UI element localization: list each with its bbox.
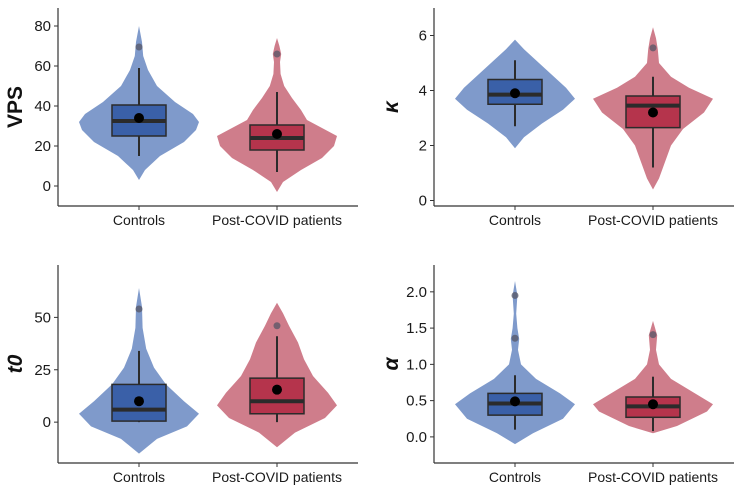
x-tick-label: Controls <box>113 469 165 485</box>
mean-point <box>510 396 520 407</box>
y-tick-label: 0 <box>43 178 51 195</box>
mean-point <box>510 88 520 99</box>
y-tick-label: 50 <box>34 309 51 326</box>
y-tick-label: 1.0 <box>406 356 427 373</box>
y-tick-label: 0.0 <box>406 429 427 446</box>
y-axis-title: VPS <box>4 86 27 128</box>
outlier-point <box>649 331 657 339</box>
box <box>111 383 167 422</box>
mean-point <box>272 129 282 139</box>
outlier-point <box>273 50 281 58</box>
mean-point <box>648 107 658 118</box>
x-tick-label: Post-COVID patients <box>588 469 718 485</box>
x-tick-label: Post-COVID patients <box>212 212 342 228</box>
y-tick-label: 0.5 <box>406 393 427 410</box>
y-tick-label: 2 <box>419 138 427 155</box>
violin-controls <box>455 280 575 445</box>
y-axis-title: t0 <box>4 354 27 373</box>
y-tick-label: 40 <box>34 98 51 115</box>
outlier-point <box>649 44 657 52</box>
outlier-point <box>135 305 143 313</box>
x-tick-label: Controls <box>489 212 541 228</box>
y-tick-label: 25 <box>34 362 51 379</box>
outlier-point <box>511 291 519 299</box>
y-tick-label: 0 <box>43 414 51 431</box>
y-tick-label: 80 <box>34 18 51 35</box>
x-tick-label: Controls <box>489 469 541 485</box>
panel-0: 0 20 40 60 80 VPS Controls Post-COVID patients <box>4 8 358 228</box>
y-tick-label: 4 <box>419 83 427 100</box>
panel-2: 0 25 50 t0 Controls Post-COVID patients <box>4 265 358 485</box>
y-tick-label: 6 <box>419 28 427 45</box>
outlier-point <box>511 334 519 342</box>
y-axis-title: κ <box>380 100 403 113</box>
mean-point <box>134 113 144 123</box>
y-tick-label: 60 <box>34 58 51 75</box>
y-axis-title: α <box>380 357 403 371</box>
box <box>487 78 543 105</box>
box <box>249 377 305 415</box>
outlier-point <box>273 322 281 330</box>
y-tick-label: 2.0 <box>406 284 427 301</box>
x-tick-label: Post-COVID patients <box>212 469 342 485</box>
x-tick-label: Post-COVID patients <box>588 212 718 228</box>
mean-point <box>648 399 658 410</box>
panel-3: 0.0 0.5 1.0 1.5 2.0 α Controls Post-COVID patie… <box>380 265 734 485</box>
outlier-point <box>135 43 143 51</box>
y-tick-label: 20 <box>34 138 51 155</box>
y-tick-label: 1.5 <box>406 320 427 337</box>
x-tick-label: Controls <box>113 212 165 228</box>
mean-point <box>134 396 144 407</box>
y-tick-label: 0 <box>419 193 427 210</box>
mean-point <box>272 384 282 395</box>
panel-1: 0 2 4 6 κ Controls Post-COVID patients <box>380 8 734 228</box>
